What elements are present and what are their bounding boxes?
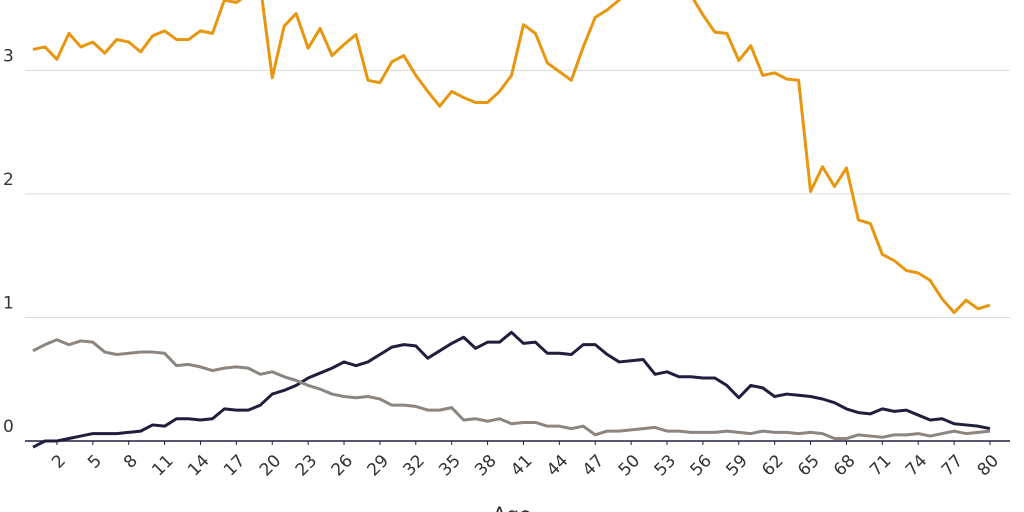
y-tick-label: 3 xyxy=(3,46,14,66)
x-tick-label: 71 xyxy=(866,451,895,480)
series-line xyxy=(32,0,991,315)
x-tick-label: 5 xyxy=(84,451,106,473)
x-tick-label: 47 xyxy=(579,451,608,480)
y-tick-label: 0 xyxy=(3,417,14,437)
x-axis-label: Age xyxy=(493,503,532,512)
x-tick-label: 56 xyxy=(687,451,716,480)
x-tick-label: 53 xyxy=(651,451,680,480)
x-tick-label: 74 xyxy=(902,451,931,480)
x-tick-label: 50 xyxy=(615,451,644,480)
y-tick-label: 1 xyxy=(3,293,14,313)
x-tick-label: 77 xyxy=(938,451,967,480)
x-tick-label: 8 xyxy=(120,451,142,473)
x-tick-label: 68 xyxy=(830,451,859,480)
x-tick-label: 14 xyxy=(184,451,213,480)
x-tick-label: 35 xyxy=(435,451,464,480)
x-tick-label: 65 xyxy=(794,451,823,480)
x-tick-label: 32 xyxy=(399,451,428,480)
x-tick-label: 23 xyxy=(292,451,321,480)
x-tick-label: 38 xyxy=(471,451,500,480)
x-tick-label: 62 xyxy=(758,451,787,480)
x-tick-label: 44 xyxy=(543,451,572,480)
x-tick-label: 41 xyxy=(507,451,536,480)
x-tick-label: 20 xyxy=(256,451,285,480)
x-tick-label: 26 xyxy=(328,451,357,480)
y-tick-label: 2 xyxy=(3,170,14,190)
x-tick-label: 11 xyxy=(148,451,177,480)
x-tick-label: 29 xyxy=(364,451,393,480)
plot-area xyxy=(32,0,991,449)
x-tick-label: 59 xyxy=(722,451,751,480)
series-line xyxy=(32,338,991,441)
series-line xyxy=(32,330,991,449)
x-tick-label: 17 xyxy=(220,451,249,480)
x-tick-label: 80 xyxy=(974,451,1003,480)
x-tick-label: 2 xyxy=(48,451,70,473)
